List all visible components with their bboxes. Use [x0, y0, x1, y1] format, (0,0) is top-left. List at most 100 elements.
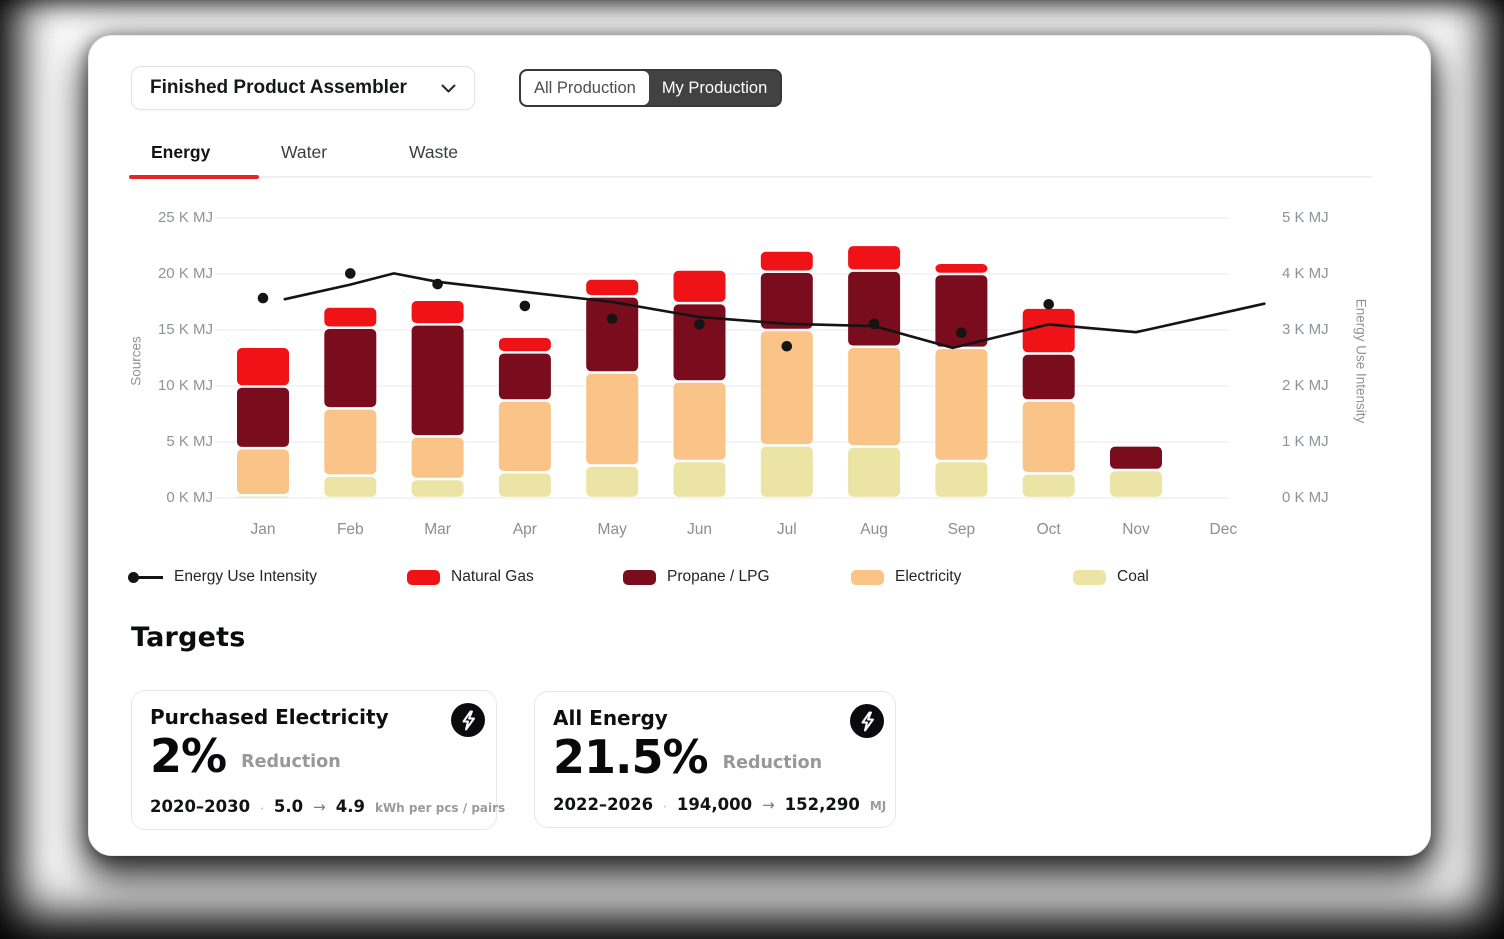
bar-segment-coal-sep[interactable]	[935, 462, 988, 497]
x-axis-label-aug: Aug	[860, 521, 888, 538]
bar-segment-propane-lpg-may[interactable]	[586, 297, 639, 372]
bar-segment-propane-lpg-oct[interactable]	[1022, 354, 1075, 400]
legend-label: Coal	[1117, 568, 1149, 585]
target-value: 21.5%	[553, 730, 709, 784]
bar-segment-natural-gas-aug[interactable]	[848, 246, 901, 270]
bar-segment-coal-feb[interactable]	[324, 476, 377, 497]
bar-segment-natural-gas-feb[interactable]	[324, 307, 377, 327]
bar-segment-electricity-apr[interactable]	[498, 401, 551, 471]
target-to-value: 4.9	[335, 797, 365, 816]
toggle-my-production[interactable]: My Production	[661, 78, 768, 97]
intensity-dot-jul[interactable]	[781, 340, 793, 352]
bar-segment-electricity-jan[interactable]	[237, 449, 289, 494]
legend-label: Energy Use Intensity	[174, 568, 318, 585]
intensity-dot-feb[interactable]	[345, 268, 356, 279]
intensity-dot-apr[interactable]	[519, 300, 531, 312]
legend-item-natural-gas[interactable]: Natural Gas	[407, 568, 534, 586]
bar-segment-propane-lpg-aug[interactable]	[848, 271, 901, 346]
app-window: Finished Product Assembler All Productio…	[88, 35, 1431, 856]
right-axis-title: Energy Use Intensity	[1353, 298, 1369, 424]
bar-segment-propane-lpg-jun[interactable]	[673, 304, 726, 381]
target-card-all-energy: All Energy 21.5% Reduction 2022–2026 · 1…	[534, 691, 896, 828]
toggle-all-production[interactable]: All Production	[521, 71, 649, 105]
legend-swatch	[1073, 569, 1106, 585]
production-toggle: All Production My Production	[519, 69, 783, 107]
bar-segment-coal-jan[interactable]	[237, 496, 289, 498]
bar-segment-electricity-jun[interactable]	[673, 382, 726, 460]
legend-item-energy-use-intensity[interactable]: Energy Use Intensity	[128, 568, 318, 586]
left-axis-tick-5: 25 K MJ	[157, 209, 213, 226]
right-axis-tick-4: 4 K MJ	[1282, 265, 1329, 282]
tab-water[interactable]: Water	[281, 142, 328, 162]
bar-segment-coal-nov[interactable]	[1110, 471, 1162, 497]
bar-segment-propane-lpg-jul[interactable]	[760, 273, 813, 329]
bar-segment-coal-aug[interactable]	[848, 447, 901, 497]
bar-segment-propane-lpg-mar[interactable]	[411, 325, 464, 436]
target-card-title: Purchased Electricity	[150, 705, 389, 729]
x-axis-label-may: May	[597, 521, 627, 538]
bar-segment-propane-lpg-apr[interactable]	[498, 353, 551, 400]
intensity-dot-aug[interactable]	[868, 318, 880, 330]
intensity-dot-may[interactable]	[606, 313, 618, 325]
active-tab-underline	[129, 175, 259, 179]
bar-segment-natural-gas-oct[interactable]	[1022, 308, 1075, 353]
right-axis-tick-1: 1 K MJ	[1282, 433, 1329, 450]
bar-segment-electricity-oct[interactable]	[1022, 401, 1075, 473]
target-from-value: 5.0	[273, 797, 304, 816]
legend-item-electricity[interactable]: Electricity	[851, 568, 961, 586]
x-axis-label-jan: Jan	[250, 521, 276, 538]
tab-divider	[129, 176, 1373, 178]
bar-segment-coal-apr[interactable]	[498, 473, 551, 497]
bar-segment-natural-gas-sep[interactable]	[935, 264, 988, 273]
facility-selector-dropdown[interactable]: Finished Product Assembler	[131, 66, 475, 110]
bar-segment-electricity-mar[interactable]	[411, 437, 464, 478]
target-unit: kWh per pcs / pairs	[374, 801, 506, 815]
right-axis-tick-5: 5 K MJ	[1282, 209, 1329, 226]
legend-label: Propane / LPG	[667, 568, 770, 585]
target-period: 2020–2030	[150, 797, 251, 816]
right-axis-tick-2: 2 K MJ	[1282, 377, 1329, 394]
bar-segment-propane-lpg-sep[interactable]	[935, 275, 988, 347]
bar-segment-coal-oct[interactable]	[1022, 474, 1075, 497]
bar-segment-natural-gas-apr[interactable]	[498, 337, 551, 352]
intensity-dot-mar[interactable]	[432, 278, 443, 290]
x-axis-label-jul: Jul	[776, 521, 797, 538]
bar-segment-natural-gas-jun[interactable]	[673, 270, 726, 302]
bar-segment-propane-lpg-jan[interactable]	[237, 387, 289, 447]
bar-segment-natural-gas-may[interactable]	[586, 279, 639, 296]
x-axis-label-mar: Mar	[424, 521, 451, 538]
legend-label: Natural Gas	[451, 568, 534, 585]
bar-segment-electricity-may[interactable]	[586, 373, 639, 465]
intensity-dot-jun[interactable]	[694, 319, 705, 330]
bar-segment-propane-lpg-nov[interactable]	[1110, 446, 1162, 469]
target-to-value: 152,290	[784, 795, 860, 814]
bar-segment-electricity-aug[interactable]	[848, 348, 901, 446]
tab-energy[interactable]: Energy	[151, 142, 211, 162]
bar-segment-natural-gas-jul[interactable]	[760, 251, 813, 271]
intensity-dot-sep[interactable]	[956, 327, 967, 339]
bar-segment-coal-jun[interactable]	[673, 462, 726, 497]
legend-item-coal[interactable]: Coal	[1073, 568, 1149, 586]
legend-item-propane-lpg[interactable]: Propane / LPG	[623, 568, 770, 586]
intensity-dot-jan[interactable]	[257, 292, 269, 304]
legend-label: Electricity	[895, 568, 962, 585]
bar-segment-coal-may[interactable]	[586, 466, 639, 497]
chevron-down-icon	[441, 84, 456, 92]
bar-segment-coal-jul[interactable]	[760, 446, 813, 497]
bar-segment-electricity-feb[interactable]	[324, 409, 377, 475]
chart-legend: Energy Use Intensity Natural Gas Propane /…	[89, 568, 1432, 594]
bar-segment-coal-mar[interactable]	[411, 480, 464, 497]
bar-segment-natural-gas-mar[interactable]	[411, 301, 464, 324]
intensity-dot-oct[interactable]	[1043, 298, 1054, 310]
tab-waste[interactable]: Waste	[409, 142, 458, 162]
bar-segment-electricity-jul[interactable]	[760, 331, 813, 445]
bar-segment-natural-gas-jan[interactable]	[237, 348, 289, 386]
bar-segment-propane-lpg-feb[interactable]	[324, 329, 377, 408]
bar-segment-electricity-sep[interactable]	[935, 349, 988, 460]
legend-line-dot-marker	[128, 571, 139, 583]
left-axis-tick-4: 20 K MJ	[157, 265, 213, 282]
target-value-label: Reduction	[241, 752, 341, 773]
right-axis-tick-3: 3 K MJ	[1282, 321, 1329, 338]
facility-selector-value: Finished Product Assembler	[150, 77, 407, 98]
x-axis-label-oct: Oct	[1036, 521, 1061, 538]
